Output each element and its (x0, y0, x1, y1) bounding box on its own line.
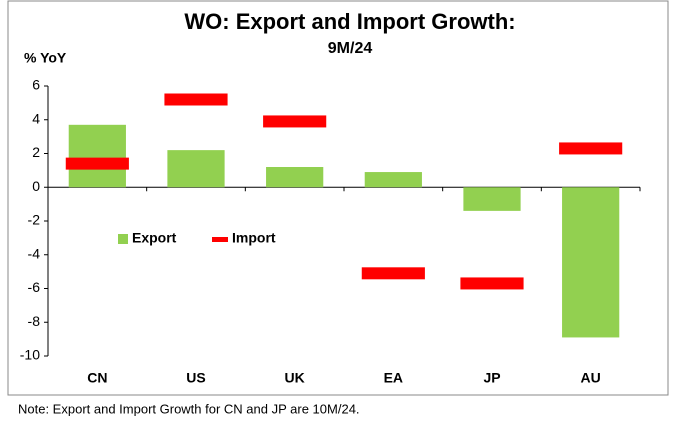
bar (266, 167, 324, 188)
y-tick-label: 4 (32, 110, 40, 126)
chart-frame (7, 0, 669, 396)
bar (463, 187, 521, 211)
y-tick-label: -8 (28, 313, 41, 329)
y-tick-label: 0 (32, 178, 40, 194)
dash-marker (65, 157, 129, 170)
dash-marker (559, 142, 623, 155)
legend-swatch (118, 234, 128, 244)
y-axis-label: % YoY (24, 50, 67, 66)
legend-label: Import (232, 230, 276, 246)
dash-marker (164, 93, 228, 106)
y-tick-label: -10 (20, 347, 40, 363)
chart-title: WO: Export and Import Growth: (184, 9, 515, 34)
y-tick-label: -4 (28, 245, 41, 261)
y-tick-label: -6 (28, 279, 41, 295)
dash-marker (460, 277, 524, 290)
legend-swatch (212, 237, 228, 242)
chart-subtitle: 9M/24 (328, 40, 373, 57)
y-tick-label: -2 (28, 212, 41, 228)
x-tick-label: JP (483, 370, 500, 386)
y-tick-label: 6 (32, 77, 40, 93)
bar (364, 172, 422, 188)
bar (68, 124, 126, 188)
bar (167, 150, 225, 188)
dash-marker (361, 267, 425, 280)
x-tick-label: AU (581, 370, 601, 386)
legend-label: Export (132, 230, 177, 246)
bar (562, 187, 620, 338)
dash-marker (263, 115, 327, 128)
x-tick-label: EA (384, 370, 403, 386)
footnote: Note: Export and Import Growth for CN an… (18, 401, 360, 416)
x-tick-label: CN (87, 370, 107, 386)
y-tick-label: 2 (32, 144, 40, 160)
x-tick-label: UK (285, 370, 305, 386)
x-tick-label: US (186, 370, 205, 386)
